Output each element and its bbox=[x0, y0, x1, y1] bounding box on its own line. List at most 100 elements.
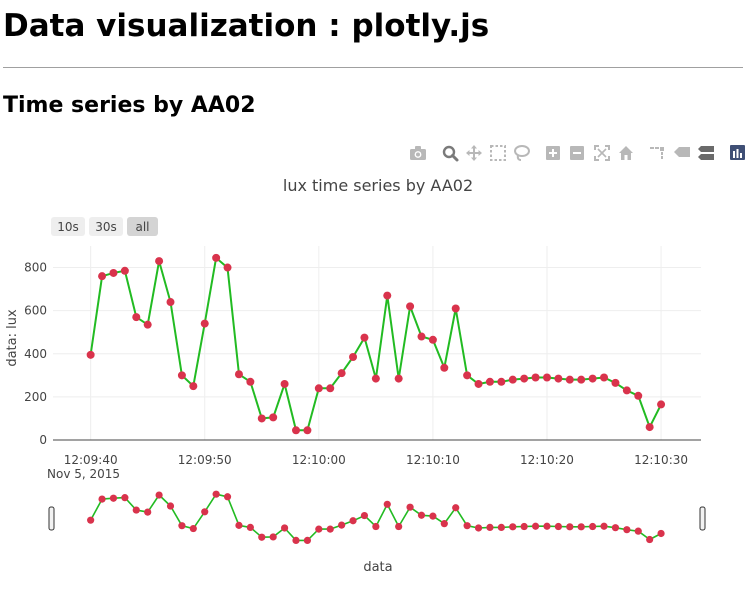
data-point[interactable] bbox=[86, 350, 95, 359]
zoom-out-icon[interactable] bbox=[570, 146, 584, 160]
autoscale-icon[interactable] bbox=[594, 145, 610, 161]
data-point[interactable] bbox=[451, 304, 460, 313]
hover-compare-icon[interactable] bbox=[698, 146, 714, 160]
slider-data-point bbox=[463, 522, 471, 530]
data-point[interactable] bbox=[542, 373, 551, 382]
data-point[interactable] bbox=[177, 371, 186, 380]
data-point[interactable] bbox=[440, 363, 449, 372]
data-point[interactable] bbox=[166, 298, 175, 307]
data-point[interactable] bbox=[577, 375, 586, 384]
x-tick-label: 12:10:20 bbox=[520, 453, 574, 467]
range-button-10s[interactable]: 10s bbox=[51, 217, 85, 236]
range-button-10s-label: 10s bbox=[57, 220, 79, 234]
y-tick-label: 0 bbox=[39, 433, 47, 447]
data-point[interactable] bbox=[246, 377, 255, 386]
slider-data-point bbox=[509, 523, 517, 531]
box-select-icon[interactable] bbox=[490, 145, 506, 161]
data-point[interactable] bbox=[622, 386, 631, 395]
zoom-icon[interactable] bbox=[442, 145, 459, 162]
slider-data-point bbox=[246, 523, 254, 532]
plotly-logo-icon[interactable] bbox=[730, 145, 745, 160]
data-point[interactable] bbox=[257, 414, 266, 423]
data-point[interactable] bbox=[406, 302, 415, 311]
data-point[interactable] bbox=[383, 291, 392, 300]
range-slider-right-handle[interactable] bbox=[699, 506, 706, 531]
data-point[interactable] bbox=[98, 272, 107, 281]
data-point[interactable] bbox=[314, 384, 323, 393]
x-tick-label: 12:09:50 bbox=[178, 453, 232, 467]
data-point[interactable] bbox=[657, 400, 666, 409]
data-point[interactable] bbox=[189, 382, 198, 391]
slider-data-point bbox=[98, 495, 106, 503]
data-point[interactable] bbox=[508, 375, 517, 384]
data-point[interactable] bbox=[337, 369, 346, 378]
data-point[interactable] bbox=[349, 353, 358, 362]
x-tick-label: 12:10:10 bbox=[406, 453, 460, 467]
slider-data-point bbox=[429, 512, 437, 520]
data-point[interactable] bbox=[371, 374, 380, 383]
slider-data-point bbox=[155, 491, 163, 499]
data-point[interactable] bbox=[155, 257, 164, 266]
data-point[interactable] bbox=[520, 374, 529, 383]
data-point[interactable] bbox=[212, 253, 221, 262]
slider-data-point bbox=[121, 494, 129, 502]
data-point[interactable] bbox=[326, 384, 335, 393]
data-point[interactable] bbox=[269, 413, 278, 422]
range-slider[interactable] bbox=[48, 490, 706, 545]
lasso-select-icon[interactable] bbox=[514, 145, 530, 161]
data-point[interactable] bbox=[132, 313, 141, 322]
data-point[interactable] bbox=[497, 377, 506, 386]
slider-data-point bbox=[360, 511, 369, 520]
slider-data-point bbox=[497, 523, 505, 532]
data-point[interactable] bbox=[109, 268, 118, 277]
data-point[interactable] bbox=[234, 370, 243, 379]
data-series[interactable] bbox=[86, 253, 666, 435]
slider-data-point bbox=[292, 536, 300, 545]
slider-data-point bbox=[132, 506, 140, 514]
zoom-in-icon[interactable] bbox=[546, 146, 560, 160]
data-point[interactable] bbox=[394, 374, 403, 383]
hover-closest-icon[interactable] bbox=[674, 147, 690, 157]
data-point[interactable] bbox=[120, 266, 129, 275]
pan-icon[interactable] bbox=[466, 145, 482, 161]
data-point[interactable] bbox=[303, 426, 312, 435]
series-line bbox=[89, 256, 662, 432]
data-point[interactable] bbox=[588, 374, 597, 383]
slider-data-point bbox=[589, 522, 597, 531]
data-point[interactable] bbox=[463, 371, 472, 380]
data-point[interactable] bbox=[565, 375, 574, 384]
data-point[interactable] bbox=[292, 426, 300, 435]
data-point[interactable] bbox=[600, 373, 609, 382]
range-button-30s[interactable]: 30s bbox=[89, 217, 123, 236]
camera-icon[interactable] bbox=[410, 146, 426, 160]
range-button-all-bg bbox=[127, 217, 158, 236]
data-point[interactable] bbox=[223, 263, 232, 272]
slider-data-point bbox=[406, 503, 414, 511]
data-point[interactable] bbox=[280, 379, 289, 388]
data-point[interactable] bbox=[485, 377, 494, 386]
data-point[interactable] bbox=[143, 320, 152, 329]
modebar bbox=[410, 145, 745, 162]
page-title: Data visualization : plotly.js bbox=[3, 8, 490, 44]
range-button-30s-label: 30s bbox=[95, 220, 117, 234]
data-point[interactable] bbox=[645, 423, 654, 432]
slider-data-point bbox=[372, 522, 380, 531]
slider-data-point bbox=[166, 502, 175, 510]
data-point[interactable] bbox=[611, 378, 620, 387]
chart-title: lux time series by AA02 bbox=[283, 176, 473, 195]
data-point[interactable] bbox=[417, 332, 426, 341]
data-point[interactable] bbox=[531, 373, 540, 382]
data-point[interactable] bbox=[360, 333, 369, 342]
data-point[interactable] bbox=[428, 335, 437, 344]
slider-data-point bbox=[646, 535, 654, 544]
x-tick-labels: 12:09:40 12:09:50 12:10:00 12:10:10 12:10:20… bbox=[64, 453, 688, 467]
data-point[interactable] bbox=[634, 391, 643, 400]
spike-lines-icon[interactable] bbox=[650, 147, 664, 159]
reset-axes-icon[interactable] bbox=[619, 146, 633, 160]
range-button-all[interactable]: all bbox=[127, 217, 158, 236]
data-point[interactable] bbox=[474, 379, 483, 388]
data-point[interactable] bbox=[200, 319, 209, 328]
data-point[interactable] bbox=[554, 374, 563, 383]
range-slider-left-handle[interactable] bbox=[48, 506, 55, 531]
